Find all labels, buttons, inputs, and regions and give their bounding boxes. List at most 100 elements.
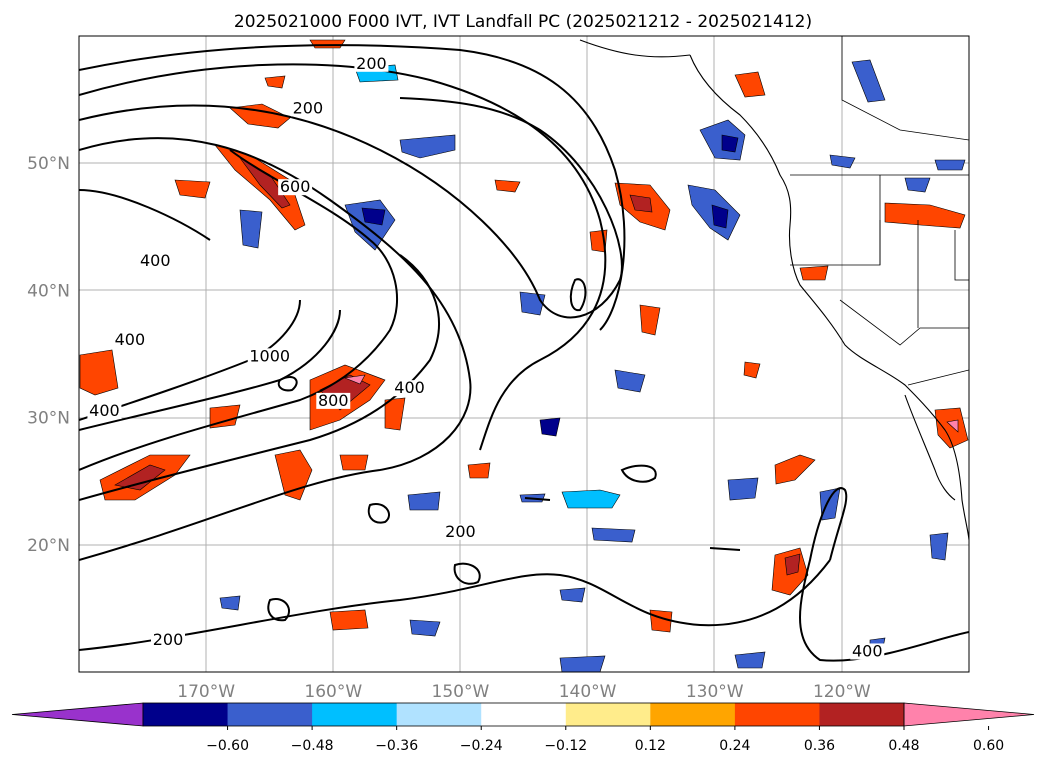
positive-anomaly-region <box>946 419 959 433</box>
contour-label-background <box>392 380 427 397</box>
positive-anomaly-region <box>774 454 816 485</box>
contour-label: 1000 <box>249 346 290 365</box>
state-border <box>839 299 969 346</box>
colorbar-bin <box>312 703 398 726</box>
state-border <box>954 230 969 281</box>
latitude-tick-label: 50°N <box>27 154 70 174</box>
contour-label-background <box>850 643 885 660</box>
axis-tick-labels: 170°W 160°W 150°W 140°W 130°W 120°W 50°N 40°N 30… <box>27 154 871 702</box>
canada-border-bc-ab <box>841 36 969 141</box>
positive-anomaly-region <box>329 609 369 631</box>
negative-anomaly-region <box>819 487 841 521</box>
negative-anomaly-region <box>559 655 606 672</box>
positive-anomaly-region <box>264 75 286 89</box>
negative-anomaly-region <box>727 477 759 501</box>
contour-label-background <box>112 331 147 348</box>
ivt-contour-line <box>79 44 626 331</box>
ivt-contour-line <box>79 559 831 651</box>
latitude-tick-label: 40°N <box>27 281 70 301</box>
coastlines <box>579 39 969 541</box>
ivt-contour-line <box>79 309 341 431</box>
ivt-contour-line <box>79 149 398 471</box>
ivt-contour-line <box>79 189 211 241</box>
colorbar-bin <box>396 703 482 726</box>
negative-anomaly-region <box>561 489 621 509</box>
positive-anomaly-region <box>114 464 166 491</box>
map-panel: 200 400 400 400 1000 600 200 200 800 400 200 400 <box>78 35 970 673</box>
negative-anomaly-region <box>539 417 561 437</box>
longitude-tick-label: 160°W <box>304 682 362 702</box>
contour-label-background <box>278 179 313 196</box>
negative-anomaly-region <box>399 134 456 159</box>
longitude-tick-label: 150°W <box>432 682 490 702</box>
colorbar-bin <box>734 703 820 726</box>
colorbar-tick-label: −0.12 <box>544 738 587 754</box>
colorbar-tick-label: −0.48 <box>291 738 334 754</box>
negative-anomaly-region <box>904 177 931 193</box>
positive-anomaly-region <box>934 407 969 449</box>
colorbar-bin <box>481 703 567 726</box>
colorbar-tick-label: 0.60 <box>973 738 1004 754</box>
contour-label-background <box>290 100 325 117</box>
figure-title: 2025021000 F000 IVT, IVT Landfall PC (20… <box>234 12 812 32</box>
positive-anomaly-region <box>629 194 653 213</box>
ivt-contour-line <box>79 137 472 561</box>
ivt-contour-line <box>453 562 481 585</box>
ivt-contour-line <box>709 547 741 551</box>
positive-anomaly-region <box>799 265 829 281</box>
negative-anomaly-region <box>734 651 766 669</box>
contour-label: 200 <box>356 54 387 73</box>
colorbar-bin <box>565 703 651 726</box>
latitude-tick-label: 20°N <box>27 536 70 556</box>
longitude-tick-label: 130°W <box>686 682 744 702</box>
colorbar-bin <box>819 703 905 726</box>
contour-label: 600 <box>280 177 311 196</box>
contour-label: 200 <box>153 630 184 649</box>
longitude-tick-label: 140°W <box>559 682 617 702</box>
negative-anomaly-region <box>614 369 646 393</box>
colorbar-tick-label: 0.24 <box>719 738 750 754</box>
contour-labels: 200 400 400 400 1000 600 200 200 800 400 200 400 <box>87 54 885 660</box>
ivt-contour-line <box>277 376 298 392</box>
colorbar-tick-label: 0.36 <box>804 738 835 754</box>
map-background <box>79 36 969 672</box>
negative-anomaly-region <box>559 587 586 603</box>
contour-label-background <box>316 392 351 409</box>
ivt-line-contours <box>79 44 969 662</box>
contour-label-background <box>354 55 389 72</box>
ivt-contour-line <box>367 503 390 524</box>
positive-anomaly-region <box>229 103 291 129</box>
colorbar-under-triangle <box>11 702 144 727</box>
negative-anomaly-region <box>929 532 949 561</box>
ivt-contour-line <box>79 63 607 451</box>
positive-anomaly-region <box>79 349 119 396</box>
contour-label: 800 <box>318 391 349 410</box>
negative-anomaly-region <box>239 209 263 249</box>
ivt-contour-line <box>524 497 551 501</box>
contour-label: 200 <box>445 522 476 541</box>
positive-anomaly-region <box>384 397 406 431</box>
colorbar-tick-label: 0.12 <box>635 738 666 754</box>
negative-anomaly-region <box>407 491 441 511</box>
contour-label-background <box>247 348 292 365</box>
ivt-contour-line <box>79 299 301 421</box>
contour-label: 400 <box>140 251 171 270</box>
colorbar-frame <box>142 702 905 727</box>
colorbar-over-triangle <box>903 702 1035 727</box>
colorbar-tick-label: −0.24 <box>460 738 503 754</box>
negative-anomaly-region <box>829 154 856 169</box>
positive-anomaly-region <box>884 202 966 229</box>
colorbar-tick-label: −0.60 <box>206 738 249 754</box>
ivt-contour-line <box>799 487 969 662</box>
positive-anomaly-region <box>743 361 761 379</box>
longitude-tick-label: 170°W <box>177 682 235 702</box>
contour-label: 400 <box>852 641 883 660</box>
pc-filled-contours <box>79 39 969 672</box>
ivt-contour-line <box>267 598 290 622</box>
north-america-coastline <box>689 54 969 541</box>
negative-anomaly-region <box>219 595 241 611</box>
colorbar-tick-label: −0.36 <box>375 738 418 754</box>
contour-label-background <box>87 403 122 420</box>
positive-anomaly-region <box>309 39 346 49</box>
us-mexico-border <box>907 369 969 386</box>
